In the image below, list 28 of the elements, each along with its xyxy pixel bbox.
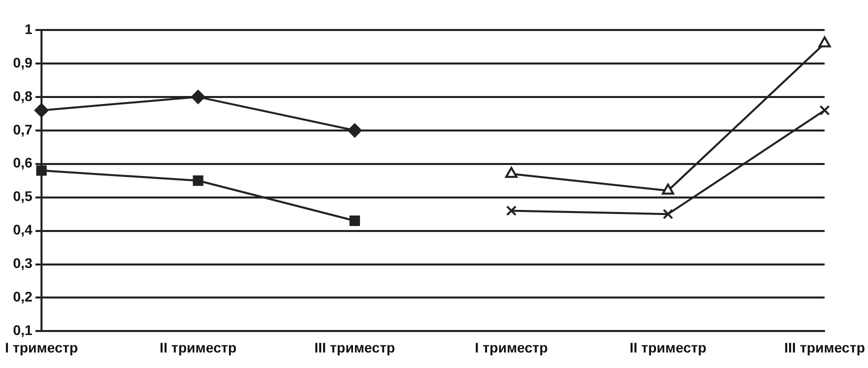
point (662, 184, 674, 195)
point (36, 165, 47, 176)
point (34, 103, 48, 118)
point (191, 90, 206, 104)
x-tick-label: I триместр (474, 339, 548, 356)
y-tick-label: 0,2 (12, 288, 33, 305)
y-tick-label: 0,1 (12, 322, 33, 338)
point (349, 216, 360, 226)
x-tick-label: II триместр (160, 339, 237, 356)
y-tick-label: 0,4 (12, 222, 33, 238)
y-tick-label: 0,9 (12, 54, 33, 70)
x-tick-label: II триместр (630, 339, 706, 356)
x-tick-label: III триместр (314, 339, 396, 356)
y-tick-label: 1 (24, 20, 33, 37)
y-tick-label: 0,3 (12, 255, 33, 272)
x-tick-label: I триместр (4, 339, 78, 356)
point (348, 123, 362, 138)
point (662, 208, 674, 220)
y-tick-label: 0,5 (12, 188, 33, 204)
point (192, 175, 204, 186)
y-tick-label: 0,8 (12, 88, 33, 104)
y-tick-label: 0,7 (12, 121, 33, 138)
point (818, 36, 831, 48)
x-tick-label: III триместр (784, 339, 866, 356)
y-tick-label: 0,6 (12, 154, 33, 171)
point (819, 105, 830, 116)
point (506, 205, 517, 216)
point (505, 166, 518, 178)
